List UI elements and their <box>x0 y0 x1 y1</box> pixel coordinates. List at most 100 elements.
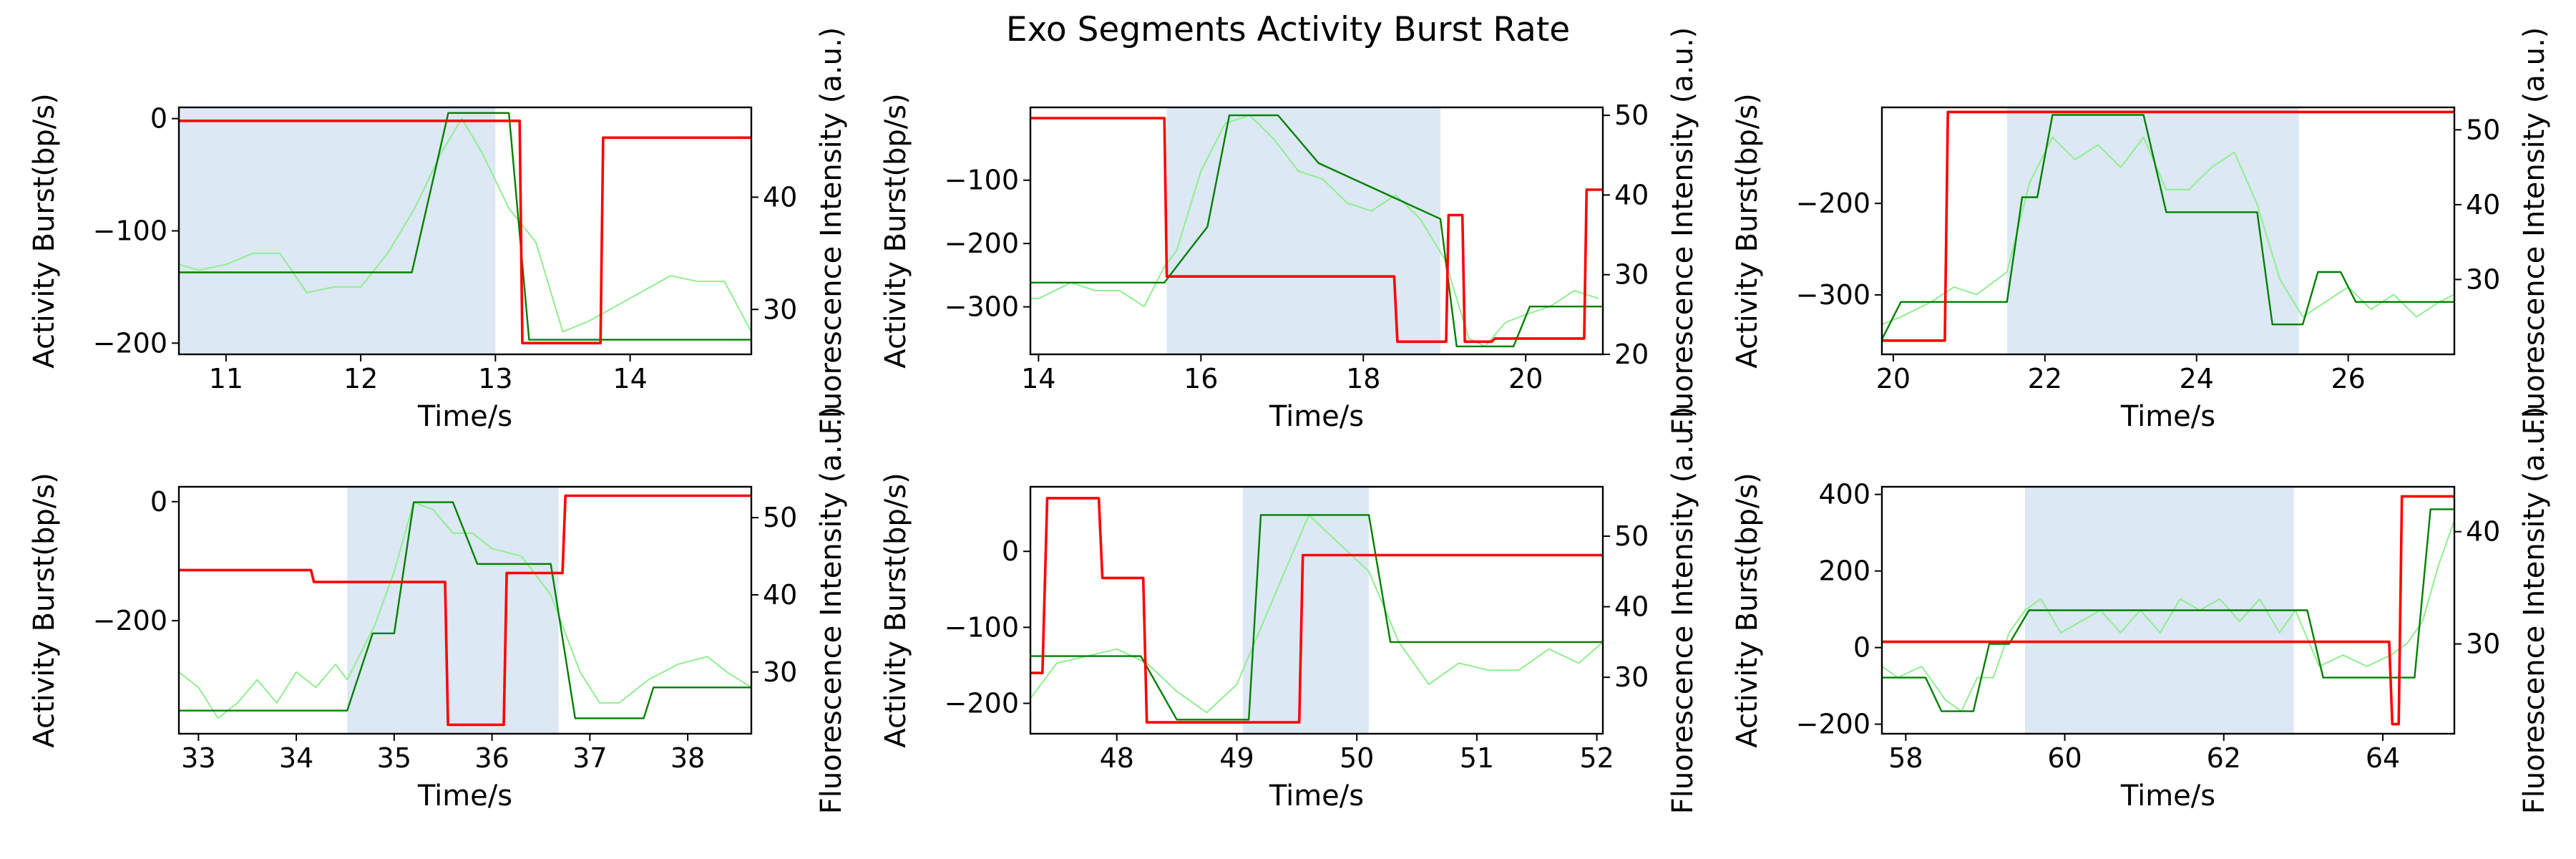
y2-tick-label: 40 <box>2466 189 2500 220</box>
fluorescence-raw-line <box>1030 115 1599 347</box>
y-tick-label: −100 <box>945 611 1019 643</box>
y2-tick-label: 30 <box>2466 629 2500 660</box>
y2-tick-label: 30 <box>763 656 797 688</box>
highlight-region <box>179 107 496 354</box>
y-tick-label: −100 <box>93 215 167 247</box>
x-axis-label: Time/s <box>1269 400 1364 433</box>
y2-tick-label: 40 <box>2466 516 2500 548</box>
x-tick-label: 16 <box>1184 363 1218 394</box>
x-tick-label: 58 <box>1888 742 1923 774</box>
plot-area <box>179 112 751 345</box>
fluorescence-raw-line <box>1882 520 2454 712</box>
activity-burst-line <box>179 120 751 345</box>
x-tick-label: 60 <box>2047 742 2082 774</box>
y-tick-label: −300 <box>945 291 1019 323</box>
highlight-region <box>347 487 559 734</box>
x-tick-label: 22 <box>2028 363 2062 394</box>
y-tick-label: 0 <box>150 486 167 518</box>
y-axis-label: Activity Burst(bp/s) <box>28 93 61 368</box>
y2-axis-label: Fluorescence Intensity (a.u.) <box>815 407 848 815</box>
y-axis-label: Activity Burst(bp/s) <box>1731 472 1764 747</box>
axes-frame <box>177 485 753 735</box>
x-tick-label: 34 <box>279 742 313 774</box>
y-axis-label: Activity Burst(bp/s) <box>879 93 912 368</box>
activity-burst-line <box>1030 497 1603 724</box>
y-tick-label: 400 <box>1818 479 1870 510</box>
y2-axis-label: Fluorescence Intensity (a.u.) <box>815 27 848 435</box>
y2-tick-label: 30 <box>2466 263 2500 295</box>
y-tick-label: −200 <box>945 688 1019 719</box>
figure-title: Exo Segments Activity Burst Rate <box>1005 10 1571 49</box>
fluorescence-raw-line <box>179 501 751 719</box>
fluorescence-raw-line <box>179 117 751 333</box>
y2-tick-label: 50 <box>763 502 797 533</box>
x-tick-label: 11 <box>209 363 243 394</box>
plot-area <box>1030 497 1603 724</box>
x-axis-label: Time/s <box>417 780 512 812</box>
x-axis-label: Time/s <box>2120 400 2215 433</box>
fluorescence-step-line <box>1882 508 2454 712</box>
subplot-2: 14 16 18 20 −300 −200 −100 20 30 40 50 Time/s Activi… <box>879 27 1699 435</box>
y2-tick-label: 40 <box>763 579 797 611</box>
y-axis-label: Activity Burst(bp/s) <box>28 472 61 747</box>
subplot-6: 58 60 62 64 −200 0 200 400 30 40 Time/s Activity Bu… <box>1731 407 2551 815</box>
y-tick-label: −100 <box>945 165 1019 196</box>
y2-tick-label: 40 <box>1614 179 1649 210</box>
activity-burst-line <box>1030 117 1603 344</box>
x-axis-label: Time/s <box>1269 780 1364 812</box>
subplot-5: 48 49 50 51 52 −200 −100 0 30 40 50 Time/s Activity … <box>879 407 1699 815</box>
subplot-3: 20 22 24 26 −300 −200 30 40 50 Time/s Activity Bur… <box>1731 27 2551 435</box>
y2-tick-label: 50 <box>2466 114 2500 145</box>
x-tick-label: 14 <box>613 363 647 394</box>
y2-axis-label: Fluorescence Intensity (a.u.) <box>1667 407 1699 815</box>
x-tick-label: 12 <box>343 363 378 394</box>
y-tick-label: 0 <box>1002 535 1019 567</box>
y2-tick-label: 30 <box>763 293 797 325</box>
x-axis-label: Time/s <box>2120 780 2215 812</box>
axes-frame <box>1880 106 2456 356</box>
activity-burst-line <box>179 494 751 727</box>
y-tick-label: −200 <box>1796 188 1870 219</box>
y2-tick-label: 30 <box>1614 661 1649 693</box>
x-tick-label: 20 <box>1508 363 1543 394</box>
y2-axis-label: Fluorescence Intensity (a.u.) <box>1667 27 1699 435</box>
y-tick-label: −300 <box>1796 279 1870 311</box>
activity-burst-line <box>1882 110 2454 342</box>
y2-axis-label: Fluorescence Intensity (a.u.) <box>2518 407 2551 815</box>
x-tick-label: 64 <box>2366 742 2400 774</box>
y2-tick-label: 50 <box>1614 100 1649 131</box>
x-tick-label: 62 <box>2207 742 2241 774</box>
fluorescence-raw-line <box>1030 514 1603 714</box>
x-tick-label: 24 <box>2180 363 2214 394</box>
subplot-1: 11 12 13 14 −200 −100 0 30 40 Time/s Activity Burs… <box>28 27 848 435</box>
activity-burst-line <box>1882 495 2454 726</box>
y2-tick-label: 30 <box>1614 259 1649 291</box>
x-tick-label: 36 <box>474 742 509 774</box>
y-tick-label: 0 <box>1853 632 1870 664</box>
x-tick-label: 18 <box>1346 363 1380 394</box>
x-tick-label: 51 <box>1460 742 1494 774</box>
y2-axis-label: Fluorescence Intensity (a.u.) <box>2518 27 2551 435</box>
fluorescence-raw-line <box>1882 136 2454 326</box>
y2-tick-label: 50 <box>1614 520 1649 552</box>
x-tick-label: 20 <box>1876 363 1911 394</box>
y2-tick-label: 40 <box>763 181 797 213</box>
x-tick-label: 49 <box>1219 742 1254 774</box>
x-tick-label: 37 <box>572 742 607 774</box>
y-axis-label: Activity Burst(bp/s) <box>1731 93 1764 368</box>
y-tick-label: −200 <box>945 228 1019 259</box>
y2-tick-label: 20 <box>1614 339 1649 370</box>
x-tick-label: 52 <box>1579 742 1614 774</box>
x-tick-label: 35 <box>377 742 411 774</box>
y2-tick-label: 40 <box>1614 591 1649 623</box>
y-tick-label: −200 <box>93 327 167 359</box>
x-tick-label: 50 <box>1340 742 1374 774</box>
x-axis-label: Time/s <box>417 400 512 433</box>
plot-area <box>1882 110 2454 342</box>
highlight-region <box>1242 487 1369 734</box>
y-axis-label: Activity Burst(bp/s) <box>879 472 912 747</box>
highlight-region <box>2006 107 2299 354</box>
x-tick-label: 38 <box>670 742 705 774</box>
x-tick-label: 33 <box>181 742 215 774</box>
